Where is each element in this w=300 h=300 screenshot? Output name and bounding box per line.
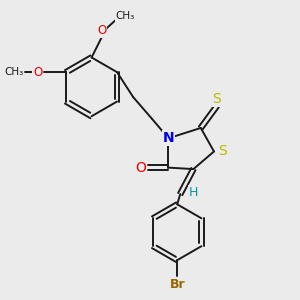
- Text: H: H: [189, 186, 198, 199]
- Text: O: O: [33, 66, 42, 79]
- Text: CH₃: CH₃: [116, 11, 135, 21]
- Text: N: N: [163, 131, 174, 145]
- Text: CH₃: CH₃: [4, 67, 23, 77]
- Text: Br: Br: [169, 278, 185, 291]
- Text: S: S: [218, 145, 226, 158]
- Text: O: O: [135, 160, 146, 175]
- Text: O: O: [97, 24, 106, 37]
- Text: S: S: [212, 92, 221, 106]
